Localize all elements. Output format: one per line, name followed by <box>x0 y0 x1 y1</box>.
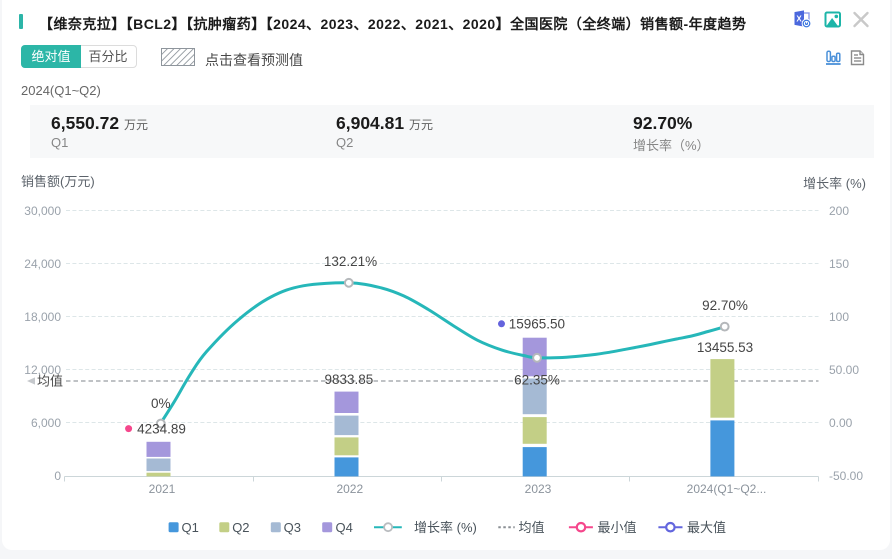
svg-text:Q4: Q4 <box>336 520 353 535</box>
svg-text:均值: 均值 <box>37 374 63 389</box>
svg-text:2024(Q1~Q2...: 2024(Q1~Q2... <box>687 482 767 496</box>
svg-text:均值: 均值 <box>519 520 545 535</box>
svg-text:18,000: 18,000 <box>24 310 61 324</box>
svg-text:30,000: 30,000 <box>24 204 61 218</box>
svg-text:92.70%: 92.70% <box>702 298 748 313</box>
svg-text:最小值: 最小值 <box>598 520 637 535</box>
svg-text:增长率 (%): 增长率 (%) <box>803 176 866 191</box>
svg-text:9833.85: 9833.85 <box>324 372 373 387</box>
svg-text:-50.00: -50.00 <box>829 469 863 483</box>
svg-text:增长率 (%): 增长率 (%) <box>414 520 477 535</box>
svg-text:销售额(万元): 销售额(万元) <box>21 174 95 189</box>
svg-text:200: 200 <box>829 204 849 218</box>
svg-text:15965.50: 15965.50 <box>509 316 565 331</box>
svg-text:50.00: 50.00 <box>829 363 859 377</box>
svg-text:150: 150 <box>829 257 849 271</box>
svg-text:6,000: 6,000 <box>31 416 61 430</box>
svg-text:Q1: Q1 <box>182 520 199 535</box>
svg-text:132.21%: 132.21% <box>324 254 377 269</box>
svg-text:Q3: Q3 <box>284 520 301 535</box>
svg-text:Q2: Q2 <box>232 520 249 535</box>
svg-text:100: 100 <box>829 310 849 324</box>
svg-text:X: X <box>796 15 802 24</box>
svg-text:62.35%: 62.35% <box>514 372 560 387</box>
svg-text:12,000: 12,000 <box>24 363 61 377</box>
svg-text:13455.53: 13455.53 <box>697 340 753 355</box>
svg-text:4234.89: 4234.89 <box>137 422 186 437</box>
svg-text:0.00: 0.00 <box>829 416 853 430</box>
svg-text:2023: 2023 <box>525 482 552 496</box>
svg-text:2022: 2022 <box>336 482 363 496</box>
svg-text:24,000: 24,000 <box>24 257 61 271</box>
svg-text:2021: 2021 <box>149 482 176 496</box>
svg-text:最大值: 最大值 <box>687 520 726 535</box>
svg-text:0: 0 <box>54 469 61 483</box>
svg-text:0%: 0% <box>151 396 171 411</box>
